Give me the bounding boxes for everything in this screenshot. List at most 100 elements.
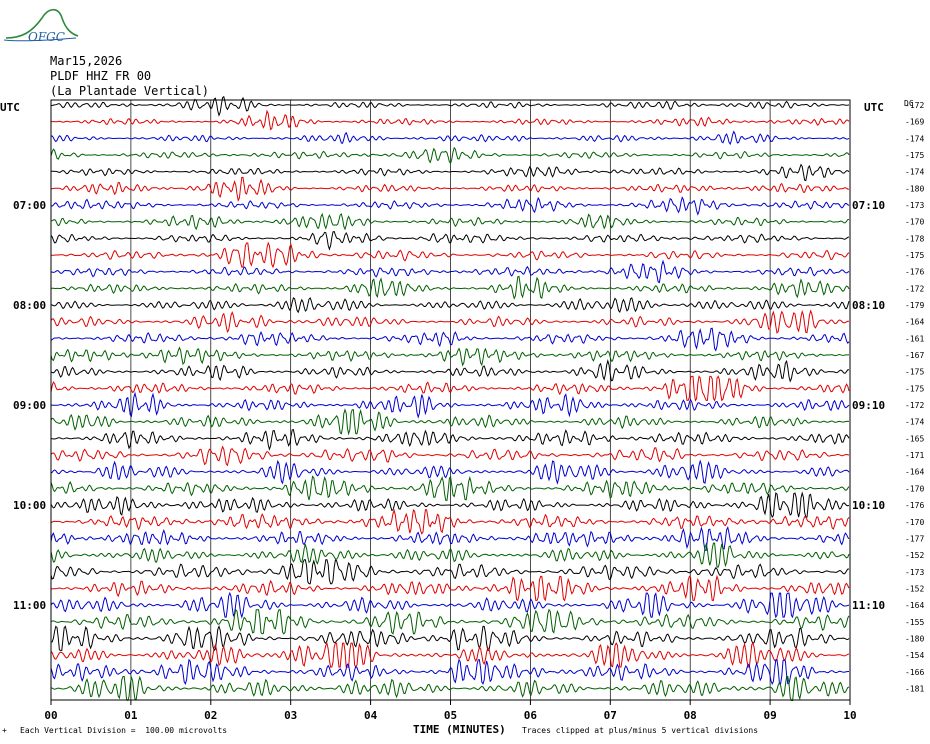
record-date: Mar15,2026 bbox=[50, 54, 123, 68]
left-hour-label: 09:00 bbox=[13, 399, 46, 412]
right-hour-label: 10:10 bbox=[852, 499, 885, 512]
dc-offset-label: -176 bbox=[905, 501, 924, 510]
left-hour-label: 07:00 bbox=[13, 199, 46, 212]
dc-offset-label: -161 bbox=[905, 334, 924, 343]
x-axis-label: TIME (MINUTES) bbox=[413, 723, 506, 736]
seismic-trace bbox=[50, 95, 850, 117]
seismic-traces bbox=[50, 95, 850, 702]
dc-offset-label: -175 bbox=[905, 251, 924, 260]
left-hour-label: 10:00 bbox=[13, 499, 46, 512]
x-tick-label: 02 bbox=[204, 709, 217, 722]
x-tick-label: 09 bbox=[763, 709, 776, 722]
dc-offset-label: -174 bbox=[905, 134, 924, 143]
x-tick-label: 08 bbox=[684, 709, 697, 722]
right-hour-label: 08:10 bbox=[852, 299, 885, 312]
dc-offset-label: -178 bbox=[905, 234, 924, 243]
dc-offset-label: -175 bbox=[905, 368, 924, 377]
dc-offset-label: -169 bbox=[905, 118, 924, 127]
dc-offset-labels: -172 -169 -174 -175 -174 -180 -173 -170 -178 -175… bbox=[905, 101, 924, 693]
station-location: (La Plantade Vertical) bbox=[50, 84, 209, 98]
x-tick-label: 00 bbox=[44, 709, 57, 722]
dc-offset-label: -174 bbox=[905, 418, 924, 427]
seismic-trace bbox=[50, 428, 850, 451]
dc-offset-label: -171 bbox=[905, 451, 924, 460]
dc-offset-label: -170 bbox=[905, 484, 924, 493]
seismic-trace bbox=[50, 459, 850, 485]
left-hour-label: 11:00 bbox=[13, 599, 46, 612]
x-tick-label: 06 bbox=[524, 709, 538, 722]
dc-offset-label: -172 bbox=[905, 401, 924, 410]
seismic-trace bbox=[51, 176, 850, 202]
dc-offset-label: -179 bbox=[905, 301, 924, 310]
dc-offset-label: -175 bbox=[905, 384, 924, 393]
seismic-trace bbox=[50, 230, 850, 251]
dc-offset-label: -181 bbox=[905, 684, 924, 693]
seismic-trace bbox=[50, 327, 850, 352]
right-hour-label: 11:10 bbox=[852, 599, 885, 612]
seismic-trace bbox=[50, 163, 850, 182]
dc-offset-label: -180 bbox=[905, 634, 924, 643]
seismic-trace bbox=[50, 445, 850, 467]
right-hour-labels: 07:10 08:10 09:10 10:10 11:10 bbox=[852, 199, 885, 612]
logo-text: OFGC bbox=[28, 30, 65, 44]
minute-tick-labels: 00 01 02 03 04 05 06 07 08 09 10 bbox=[44, 700, 857, 722]
utc-label-right: UTC bbox=[864, 101, 884, 114]
dc-offset-label: -173 bbox=[905, 201, 924, 210]
seismic-trace bbox=[50, 309, 850, 334]
seismic-trace bbox=[50, 391, 850, 419]
seismic-trace bbox=[50, 642, 850, 669]
dc-offset-label: -172 bbox=[905, 284, 924, 293]
seismic-trace bbox=[50, 608, 850, 635]
seismic-trace bbox=[50, 559, 850, 585]
seismic-trace bbox=[50, 475, 850, 501]
seismic-trace bbox=[50, 658, 849, 685]
x-tick-label: 07 bbox=[604, 709, 617, 722]
dc-offset-label: -172 bbox=[905, 101, 924, 110]
seismic-trace bbox=[50, 675, 850, 702]
left-hour-label: 08:00 bbox=[13, 299, 46, 312]
dc-offset-label: -175 bbox=[905, 151, 924, 160]
dc-offset-label: -154 bbox=[905, 651, 924, 660]
scale-marker: + bbox=[2, 726, 7, 735]
dc-offset-label: -164 bbox=[905, 601, 924, 610]
dc-offset-label: -170 bbox=[905, 218, 924, 227]
dc-offset-label: -173 bbox=[905, 568, 924, 577]
seismic-trace bbox=[50, 146, 850, 165]
dc-offset-label: -152 bbox=[905, 551, 924, 560]
dc-offset-label: -166 bbox=[905, 668, 924, 677]
seismic-trace bbox=[50, 591, 850, 619]
x-tick-label: 01 bbox=[124, 709, 138, 722]
seismic-trace bbox=[50, 542, 850, 568]
seismic-trace bbox=[50, 296, 850, 314]
dc-offset-label: -170 bbox=[905, 518, 924, 527]
seismic-trace bbox=[50, 241, 850, 269]
clip-note: Traces clipped at plus/minus 5 vertical … bbox=[522, 726, 759, 735]
x-tick-label: 04 bbox=[364, 709, 378, 722]
dc-offset-label: -152 bbox=[905, 584, 924, 593]
seismic-trace bbox=[50, 130, 850, 146]
seismic-trace bbox=[51, 109, 850, 131]
utc-label-left: UTC bbox=[0, 101, 20, 114]
seismic-trace bbox=[50, 491, 850, 519]
seismic-trace bbox=[50, 196, 850, 216]
dc-offset-label: -155 bbox=[905, 618, 924, 627]
seismic-trace bbox=[50, 508, 850, 535]
seismic-trace bbox=[50, 259, 850, 284]
x-tick-label: 05 bbox=[444, 709, 457, 722]
ofgc-logo: OFGC bbox=[3, 8, 79, 44]
station-code: PLDF HHZ FR 00 bbox=[50, 69, 152, 83]
dc-header: DC bbox=[904, 99, 914, 108]
dc-offset-label: -165 bbox=[905, 434, 924, 443]
x-tick-label: 10 bbox=[843, 709, 856, 722]
dc-offset-label: -177 bbox=[905, 534, 924, 543]
x-tick-label: 03 bbox=[284, 709, 297, 722]
dc-offset-label: -176 bbox=[905, 268, 924, 277]
dc-offset-label: -167 bbox=[905, 351, 924, 360]
dc-offset-label: -174 bbox=[905, 168, 924, 177]
seismic-trace bbox=[50, 358, 849, 383]
seismic-trace bbox=[50, 574, 850, 602]
seismic-trace bbox=[50, 375, 850, 402]
seismic-trace bbox=[50, 346, 850, 367]
right-hour-label: 07:10 bbox=[852, 199, 885, 212]
